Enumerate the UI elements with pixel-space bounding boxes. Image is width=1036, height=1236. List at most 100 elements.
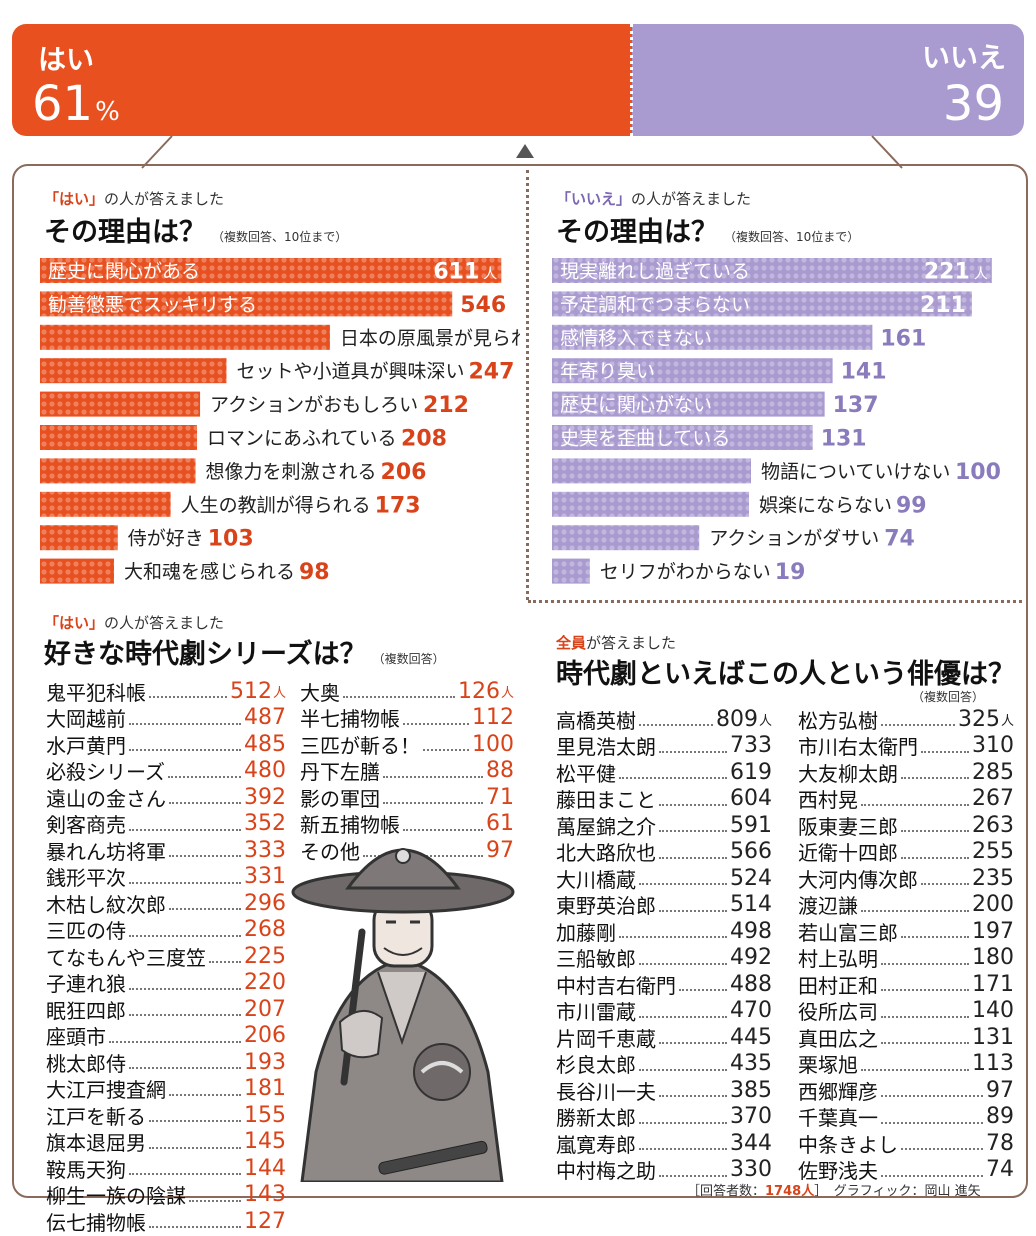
- ranking-name: 遠山の金さん: [46, 786, 166, 811]
- ranking-name: 三船敏郎: [556, 947, 636, 972]
- ranking-name: 中村吉右衛門: [556, 973, 676, 998]
- ranking-row: 萬屋錦之介 591: [556, 812, 772, 839]
- ranking-name: その他: [300, 839, 360, 864]
- ranking-row: 鞍馬天狗 144: [46, 1155, 286, 1182]
- no-reason-bar-label: セリフがわからない: [600, 561, 771, 583]
- no-reason-bar-value: 161: [880, 326, 926, 351]
- dotted-leader: [129, 1161, 241, 1176]
- dotted-leader: [619, 924, 727, 939]
- ranking-row: 暴れん坊将軍 333: [46, 837, 286, 864]
- no-reason-bar-label: 歴史に関心がない: [560, 394, 712, 416]
- ranking-value: 435: [730, 1051, 772, 1077]
- connector-lines: [141, 135, 903, 169]
- ranking-name: 鞍馬天狗: [46, 1157, 126, 1182]
- ranking-value: 220: [244, 970, 286, 996]
- actors-subtitle: 全員が答えました: [556, 632, 676, 653]
- ranking-row: 勝新太郎 370: [556, 1104, 772, 1131]
- ranking-unit: 人: [1000, 713, 1014, 729]
- ranking-row: 新五捕物帳 61: [300, 811, 514, 837]
- ranking-value: 112: [472, 705, 514, 731]
- ranking-row: 大川橋蔵 524: [556, 865, 772, 892]
- no-reason-bar-label: 予定調和でつまらない: [560, 294, 750, 316]
- yes-reasons-title: その理由は？ （複数回答、10位まで）: [44, 210, 347, 249]
- dotted-leader: [619, 765, 727, 780]
- actors-title: 時代劇といえばこの人という俳優は？: [556, 652, 1015, 691]
- ranking-name: 三匹の侍: [46, 919, 126, 944]
- ranking-row: 近衛十四郎 255: [798, 839, 1014, 865]
- ranking-value: 143: [244, 1182, 286, 1208]
- dotted-leader: [901, 818, 969, 833]
- ranking-row: 大奥 126 人: [300, 678, 514, 705]
- dotted-leader: [403, 817, 483, 831]
- title-text: その理由は？: [556, 217, 718, 248]
- subtitle-text: の人が答えました: [104, 614, 225, 632]
- ranking-value: 225: [244, 943, 286, 969]
- yes-reason-bar: [40, 491, 171, 517]
- ranking-name: 伝七捕物帳: [46, 1210, 146, 1235]
- ranking-value: 809: [715, 706, 758, 732]
- ranking-row: 柳生一族の陰謀 143: [46, 1182, 286, 1208]
- dotted-leader: [129, 1002, 241, 1017]
- no-reason-bar-label: 感情移入できない: [560, 327, 712, 349]
- ranking-value: 200: [972, 892, 1014, 918]
- dotted-leader: [383, 790, 483, 805]
- yes-reason-bar-value: 103: [208, 527, 254, 552]
- ranking-name: 銭形平次: [46, 866, 126, 891]
- ranking-row: 中条きよし 78: [798, 1130, 1014, 1157]
- dotted-leader: [659, 818, 727, 833]
- subtitle-text: が答えました: [586, 634, 677, 652]
- ranking-value: 352: [244, 811, 286, 837]
- ranking-name: てなもんや三度笠: [46, 945, 206, 970]
- dotted-leader: [169, 843, 241, 858]
- ranking-value: 97: [986, 1077, 1014, 1103]
- ranking-name: 大友柳太朗: [798, 761, 898, 786]
- dotted-leader: [861, 1057, 969, 1071]
- yes-unit: %: [95, 97, 120, 127]
- ranking-name: 北大路欣也: [556, 841, 656, 866]
- ranking-name: 萬屋錦之介: [556, 814, 656, 839]
- title-text: 好きな時代劇シリーズは？: [44, 639, 367, 670]
- ranking-row: 片岡千恵蔵 445: [556, 1024, 772, 1051]
- ranking-name: 勝新太郎: [556, 1106, 636, 1131]
- actors-ranking-column-2: 松方弘樹 325 人市川右太衛門 310 大友柳太朗 285 西村晃 267 阪東妻三郎 263 近…: [798, 706, 1014, 1184]
- ranking-row: 三匹が斬る！ 100: [300, 731, 514, 758]
- subtitle-tag: 「いいえ」: [556, 190, 632, 208]
- dotted-leader: [639, 1004, 727, 1018]
- ranking-name: 松方弘樹: [798, 708, 878, 733]
- dotted-leader: [209, 949, 241, 964]
- ranking-row: てなもんや三度笠 225: [46, 943, 286, 970]
- yes-reason-bar: [40, 525, 118, 551]
- dotted-leader: [129, 976, 241, 990]
- banner-divider: [630, 24, 633, 136]
- no-reason-bar: [552, 525, 700, 551]
- no-reason-bar-label: 物語についていけない: [761, 461, 950, 483]
- ranking-value: 325: [957, 706, 1000, 732]
- ranking-row: 千葉真一 89: [798, 1104, 1014, 1130]
- ranking-name: 大奥: [300, 680, 340, 705]
- dotted-leader: [149, 1135, 241, 1149]
- ranking-name: 田村正和: [798, 973, 878, 998]
- triangle-up-icon: [516, 144, 534, 158]
- ranking-value: 485: [244, 731, 286, 757]
- no-reason-bar-value: 211: [920, 293, 966, 318]
- yes-reason-bar: [40, 391, 201, 417]
- ranking-name: 大川橋蔵: [556, 867, 636, 892]
- no-reason-bar: [552, 558, 590, 584]
- ranking-row: 子連れ狼 220: [46, 970, 286, 996]
- ranking-row: 西郷輝彦 97: [798, 1077, 1014, 1104]
- no-reason-bar-label: 娯楽にならない: [759, 494, 892, 516]
- ranking-value: 113: [972, 1051, 1014, 1077]
- dotted-leader: [901, 1136, 983, 1151]
- ranking-row: 眠狂四郎 207: [46, 996, 286, 1023]
- ranking-row: 東野英治郎 514: [556, 892, 772, 918]
- ranking-value: 131: [972, 1024, 1014, 1050]
- dotted-leader: [659, 1083, 727, 1098]
- ranking-row: 座頭市 206: [46, 1023, 286, 1049]
- ranking-value: 445: [730, 1024, 772, 1050]
- ranking-value: 97: [486, 837, 514, 863]
- dotted-leader: [639, 712, 713, 727]
- yes-reason-bar: [40, 358, 227, 384]
- ranking-row: 中村吉右衛門 488: [556, 971, 772, 998]
- ranking-row: 杉良太郎 435: [556, 1051, 772, 1077]
- ranking-value: 331: [244, 864, 286, 890]
